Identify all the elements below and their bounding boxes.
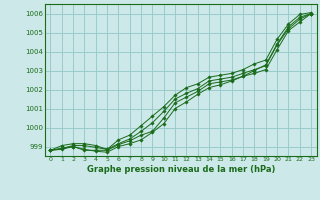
X-axis label: Graphe pression niveau de la mer (hPa): Graphe pression niveau de la mer (hPa) xyxy=(87,165,275,174)
